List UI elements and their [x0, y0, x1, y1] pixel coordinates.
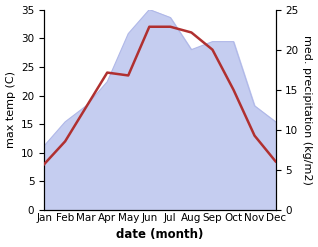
Y-axis label: med. precipitation (kg/m2): med. precipitation (kg/m2): [302, 35, 313, 185]
Y-axis label: max temp (C): max temp (C): [5, 71, 16, 148]
X-axis label: date (month): date (month): [116, 228, 204, 242]
